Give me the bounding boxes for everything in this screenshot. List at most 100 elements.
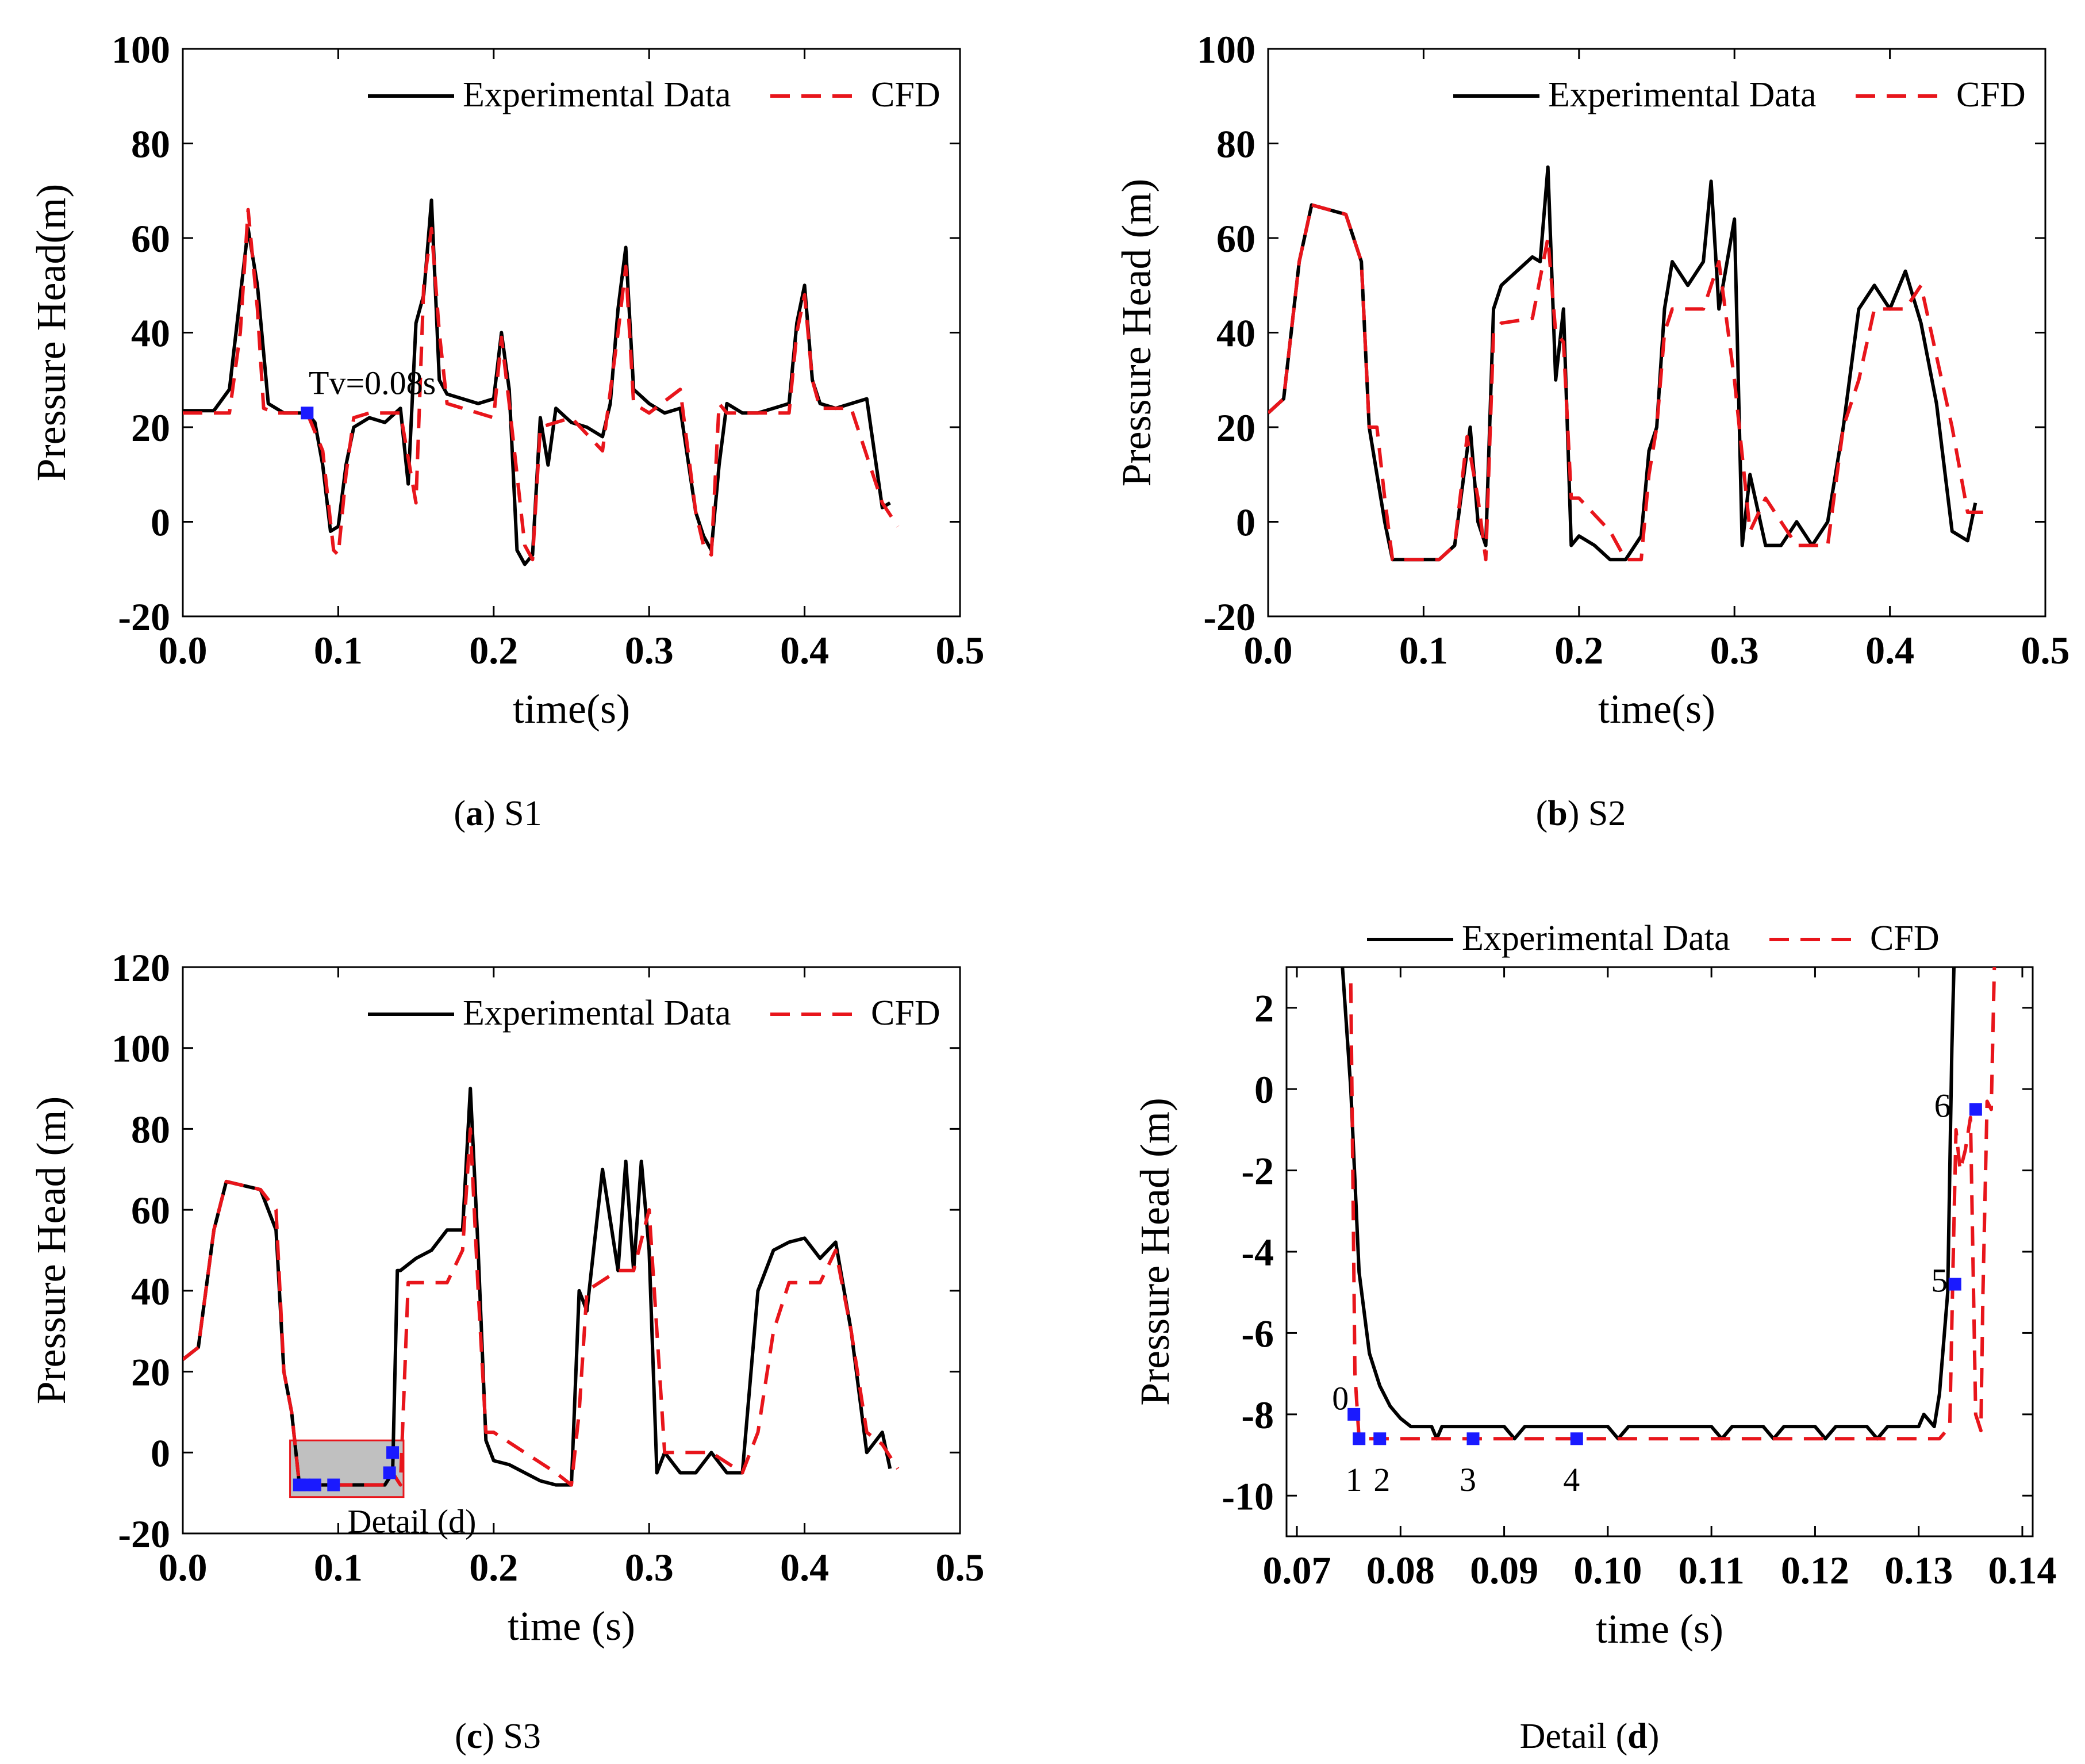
- caption-paren-open: (: [454, 794, 466, 833]
- caption-paren-open: (: [1616, 1717, 1628, 1756]
- x-tick-label: 0.2: [469, 628, 518, 672]
- y-tick-label: 20: [131, 1351, 170, 1394]
- data-marker: [1353, 1432, 1366, 1445]
- x-axis-label: time (s): [1596, 1606, 1723, 1652]
- y-tick-label: 0: [1236, 501, 1255, 544]
- legend: Experimental Data CFD: [1453, 75, 2026, 114]
- x-tick-label: 0.0: [1244, 628, 1293, 672]
- x-tick-label: 0.0: [159, 1546, 208, 1589]
- y-axis-label: Pressure Head (m): [1113, 179, 1159, 487]
- caption-letter: a: [466, 794, 483, 833]
- data-marker: [297, 1478, 310, 1491]
- x-tick-label: 0.1: [1399, 628, 1448, 672]
- legend-cfd-label: CFD: [871, 994, 940, 1033]
- y-tick-label: 80: [131, 122, 170, 166]
- data-marker: [1373, 1432, 1387, 1445]
- data-marker: [301, 407, 314, 420]
- data-marker: [1969, 1103, 1982, 1116]
- y-tick-label: -6: [1241, 1312, 1274, 1355]
- y-axis-label: Pressure Head (m): [1132, 1098, 1178, 1406]
- marker-label: 2: [1373, 1461, 1390, 1498]
- plot-frame: [182, 966, 961, 1535]
- y-tick-label: 0: [151, 1431, 170, 1475]
- legend: Experimental Data CFD: [368, 994, 940, 1033]
- y-tick-label: 60: [131, 217, 170, 260]
- x-tick-label: 0.07: [1263, 1548, 1331, 1592]
- y-tick-label: 0: [151, 501, 170, 544]
- data-marker: [1948, 1278, 1961, 1291]
- y-tick-label: -4: [1241, 1230, 1274, 1274]
- series-group: [183, 198, 900, 566]
- x-tick-label: 0.13: [1884, 1548, 1953, 1592]
- marker-label: 1: [1346, 1461, 1362, 1498]
- y-tick-label: 40: [131, 312, 170, 355]
- caption-text: S3: [503, 1717, 540, 1756]
- experimental-data-line: [1341, 967, 1956, 1441]
- y-tick-label: 20: [1216, 406, 1255, 450]
- x-axis-label: time (s): [508, 1603, 635, 1649]
- x-tick-label: 0.2: [1554, 628, 1603, 672]
- legend-cfd-label: CFD: [1956, 75, 2026, 114]
- caption-paren-close: ): [1648, 1717, 1660, 1756]
- caption-paren-close: ): [1568, 794, 1588, 833]
- annotation-text: Tv=0.08s: [309, 364, 436, 401]
- x-axis-label: time(s): [1598, 686, 1715, 732]
- panel-caption: (b) S2: [1536, 794, 1626, 833]
- data-marker: [1570, 1432, 1583, 1445]
- chart-a: 0.0 0.1 0.2 0.3 0.4 0.5 -20 0 20 40 60 80 100 time(s)…: [28, 28, 985, 833]
- panel-caption: Detail (d): [1520, 1717, 1660, 1756]
- panel-caption: (a) S1: [454, 794, 542, 833]
- y-tick-label: -2: [1241, 1149, 1274, 1193]
- y-tick-label: -8: [1241, 1393, 1274, 1437]
- legend-cfd-label: CFD: [871, 75, 940, 114]
- x-tick-label: 0.08: [1366, 1548, 1435, 1592]
- marker-label: 5: [1931, 1262, 1948, 1299]
- caption-paren-close: ): [482, 1717, 503, 1756]
- data-marker: [386, 1446, 400, 1459]
- x-tick-label: 0.12: [1781, 1548, 1849, 1592]
- legend-experimental-label: Experimental Data: [463, 994, 731, 1033]
- series-group: [1268, 165, 1983, 562]
- x-tick-label: 0.14: [1988, 1548, 2056, 1592]
- x-tick-label: 0.1: [314, 628, 363, 672]
- y-tick-label: -20: [118, 1512, 170, 1556]
- cfd-line: [183, 1127, 900, 1487]
- y-axis-label: Pressure Head(m): [28, 184, 74, 482]
- x-tick-label: 0.3: [1710, 628, 1759, 672]
- chart-b: 0.0 0.1 0.2 0.3 0.4 0.5 -20 0 20 40 60 80 100 time(s)…: [1113, 28, 2070, 833]
- y-tick-label: 0: [1254, 1068, 1274, 1111]
- series-group: [1341, 967, 1996, 1441]
- x-axis-label: time(s): [513, 686, 630, 732]
- legend-experimental-label: Experimental Data: [1462, 919, 1730, 958]
- x-tick-label: 0.2: [469, 1546, 518, 1589]
- y-tick-label: -20: [118, 595, 170, 639]
- y-axis-label: Pressure Head (m): [28, 1096, 74, 1405]
- y-tick-label: 60: [1216, 217, 1255, 260]
- y-tick-label: 2: [1254, 987, 1274, 1030]
- legend-cfd-label: CFD: [1870, 919, 1940, 958]
- data-marker: [383, 1466, 396, 1479]
- x-tick-label: 0.1: [314, 1546, 363, 1589]
- y-tick-label: 20: [131, 406, 170, 450]
- x-tick-label: 0.5: [2021, 628, 2070, 672]
- cfd-line: [183, 208, 900, 562]
- y-tick-label: -10: [1222, 1474, 1274, 1518]
- y-tick-label: 80: [131, 1107, 170, 1151]
- data-marker: [308, 1478, 321, 1491]
- x-tick-label: 0.4: [780, 1546, 829, 1589]
- y-tick-label: 100: [1197, 28, 1255, 71]
- y-tick-label: 100: [112, 1027, 170, 1071]
- x-tick-label: 0.09: [1470, 1548, 1538, 1592]
- marker-label: 3: [1460, 1461, 1476, 1498]
- caption-letter: c: [467, 1717, 483, 1756]
- x-tick-label: 0.4: [1865, 628, 1914, 672]
- legend: Experimental Data CFD: [368, 75, 940, 114]
- x-tick-label: 0.0: [159, 628, 208, 672]
- y-tick-label: 80: [1216, 122, 1255, 166]
- marker-label: 6: [1934, 1087, 1951, 1124]
- caption-paren-open: (: [1536, 794, 1548, 833]
- marker-label: 0: [1332, 1380, 1349, 1417]
- panel-caption: (c) S3: [455, 1717, 541, 1756]
- y-tick-label: 120: [112, 946, 170, 990]
